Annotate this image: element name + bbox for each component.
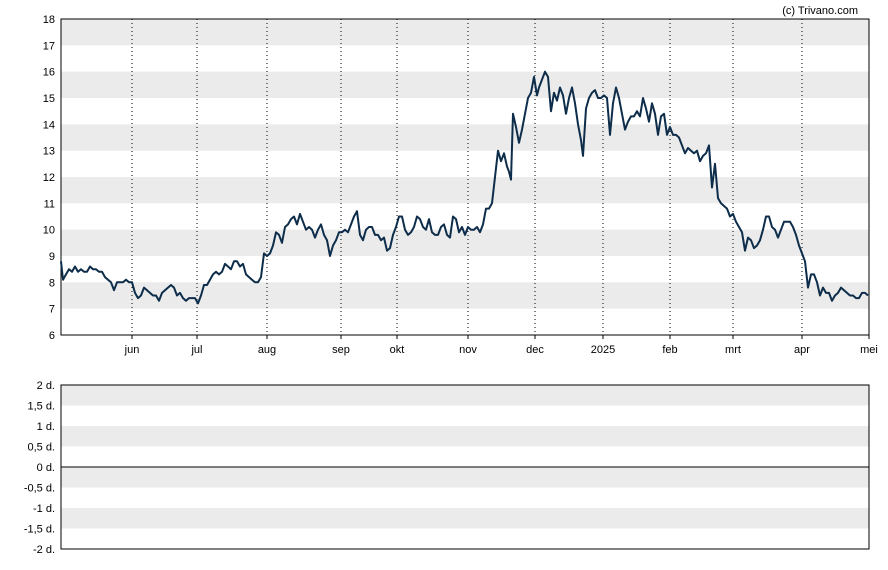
y-tick-label: -0,5 d. (24, 483, 55, 495)
y-tick-label: 18 (43, 14, 55, 26)
x-tick-label: sep (332, 344, 350, 356)
grid-band (61, 19, 869, 46)
x-tick-label: mrt (725, 344, 741, 356)
y-tick-label: 0,5 d. (27, 442, 55, 454)
x-tick-label: jun (124, 344, 140, 356)
y-tick-label: 8 (49, 277, 55, 289)
grid-band (61, 508, 869, 529)
y-tick-label: 1 d. (37, 421, 55, 433)
grid-band (61, 282, 869, 309)
y-tick-label: -2 d. (33, 544, 55, 556)
y-tick-label: 0 d. (37, 462, 55, 474)
x-tick-label: 2025 (591, 344, 615, 356)
y-tick-label: 13 (43, 146, 55, 158)
grid-band (61, 426, 869, 447)
y-tick-label: 14 (43, 119, 55, 131)
y-tick-label: 1,5 d. (27, 401, 55, 413)
price-series-line (60, 70, 869, 305)
y-tick-label: -1 d. (33, 503, 55, 515)
grid-band (61, 124, 869, 151)
y-tick-label: 16 (43, 67, 55, 79)
y-tick-label: 17 (43, 40, 55, 52)
y-tick-label: 2 d. (37, 380, 55, 392)
x-tick-label: mei (860, 344, 878, 356)
y-tick-label: 10 (43, 225, 55, 237)
grid-band (61, 385, 869, 406)
x-tick-label: dec (526, 344, 544, 356)
plot-frame (60, 18, 870, 336)
grid-band (61, 177, 869, 204)
x-tick-label: jul (190, 344, 202, 356)
x-tick-label: nov (459, 344, 477, 356)
y-tick-label: -1,5 d. (24, 524, 55, 536)
y-tick-label: 9 (49, 251, 55, 263)
grid-band (61, 71, 869, 98)
y-tick-label: 6 (49, 330, 55, 342)
x-tick-label: okt (390, 344, 405, 356)
watermark: (c) Trivano.com (782, 5, 858, 17)
y-tick-label: 7 (49, 304, 55, 316)
y-tick-label: 12 (43, 172, 55, 184)
x-tick-label: apr (794, 344, 810, 356)
plot-frame (60, 384, 870, 550)
x-tick-label: feb (662, 344, 677, 356)
y-tick-label: 15 (43, 93, 55, 105)
y-tick-label: 11 (44, 198, 55, 210)
grid-band (61, 467, 869, 488)
x-tick-label: aug (258, 344, 276, 356)
